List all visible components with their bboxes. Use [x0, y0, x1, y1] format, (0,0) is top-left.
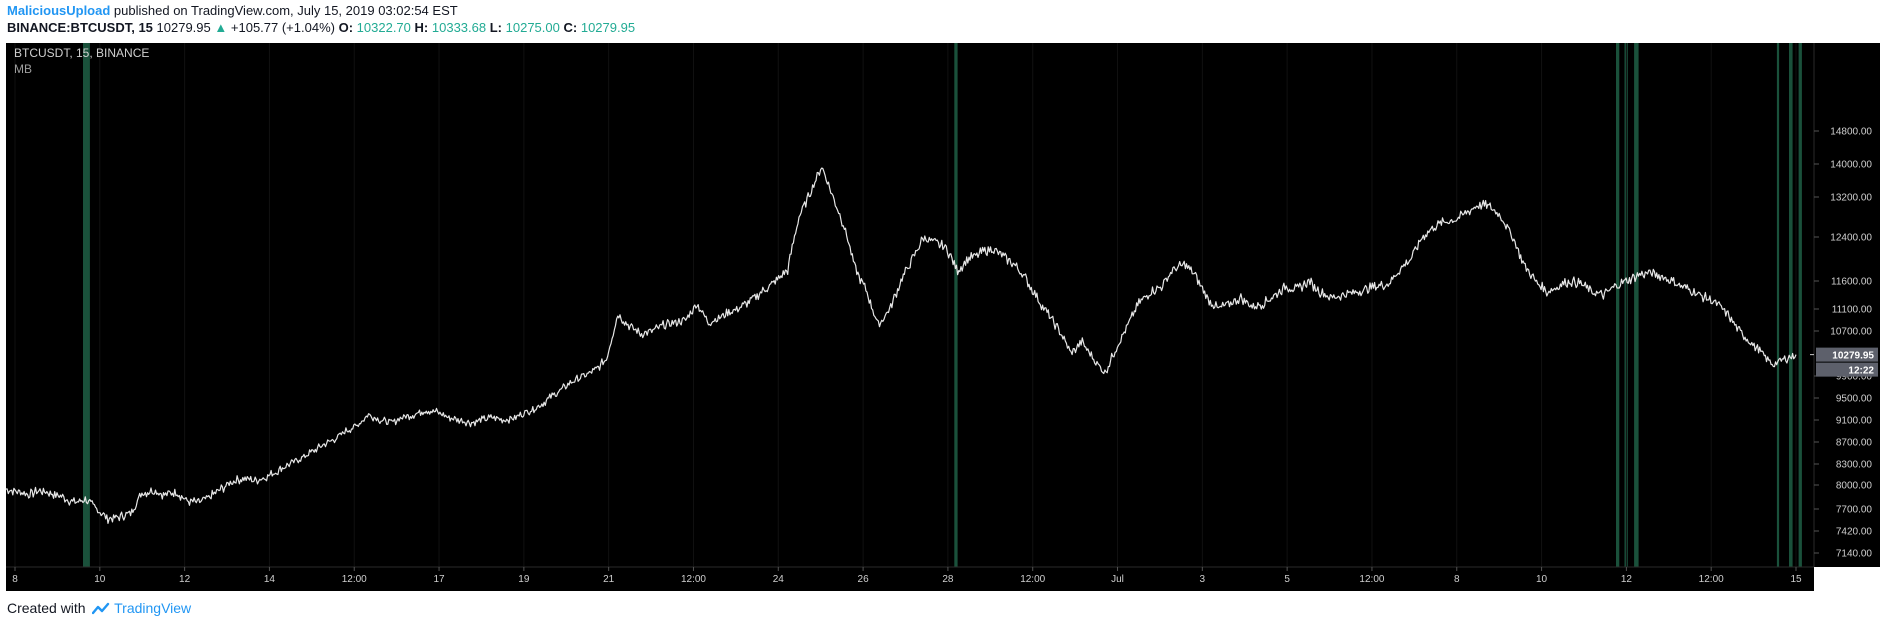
- x-tick-label: 12:00: [342, 574, 367, 585]
- y-tick-label: 9900.00: [1836, 372, 1873, 383]
- x-tick-label: 21: [603, 574, 615, 585]
- plot-area[interactable]: [6, 43, 1814, 567]
- x-tick-label: 26: [858, 574, 870, 585]
- open-label: O:: [338, 20, 354, 35]
- x-tick-label: 12:00: [1699, 574, 1724, 585]
- price-series-line: [6, 167, 1797, 524]
- y-tick-label: 13200.00: [1830, 193, 1872, 204]
- signal-band-2: [1616, 43, 1620, 567]
- created-with-text: Created with: [7, 600, 86, 616]
- x-tick-label: 8: [12, 574, 18, 585]
- chart-symbol-title: BTCUSDT, 15, BINANCE: [14, 46, 149, 60]
- signal-band-4: [1634, 43, 1639, 567]
- publish-info: MaliciousUpload published on TradingView…: [7, 3, 458, 18]
- indicator-label: MB: [14, 62, 32, 76]
- x-tick-label: 28: [942, 574, 954, 585]
- y-tick-label: 8300.00: [1836, 460, 1873, 471]
- close-label: C:: [563, 20, 578, 35]
- x-tick-label: 12:00: [1020, 574, 1045, 585]
- high-value: 10333.68: [431, 20, 487, 35]
- open-value: 10322.70: [356, 20, 411, 35]
- signal-band-7: [1798, 43, 1802, 567]
- y-tick-label: 8700.00: [1836, 438, 1873, 449]
- last-price-badge-label: 10279.95: [1832, 351, 1874, 362]
- x-tick-label: 12: [179, 574, 191, 585]
- ohlc-legend: BINANCE:BTCUSDT, 15 10279.95 ▲ +105.77 (…: [7, 20, 635, 35]
- symbol-label: BINANCE:BTCUSDT, 15: [7, 20, 153, 35]
- published-text: published on TradingView.com, July 15, 2…: [113, 3, 458, 18]
- x-tick-label: 5: [1284, 574, 1290, 585]
- y-tick-label: 7700.00: [1836, 505, 1873, 516]
- x-tick-label: 12: [1621, 574, 1633, 585]
- x-tick-label: 12:00: [681, 574, 706, 585]
- close-value: 10279.95: [580, 20, 636, 35]
- y-tick-label: 9500.00: [1836, 394, 1873, 405]
- countdown-badge-label: 12:22: [1848, 366, 1874, 377]
- last-price: 10279.95: [156, 20, 211, 35]
- y-tick-label: 12400.00: [1830, 233, 1872, 244]
- price-chart[interactable]: 7140.00 7420.00 7700.00 8000.00 8300.00 8700.…: [6, 43, 1880, 591]
- low-value: 10275.00: [505, 20, 560, 35]
- y-tick-label: 14000.00: [1830, 160, 1872, 171]
- signal-band-6: [1789, 43, 1793, 567]
- x-tick-label: 19: [518, 574, 530, 585]
- high-label: H:: [414, 20, 429, 35]
- low-label: L:: [489, 20, 503, 35]
- x-tick-label: 17: [433, 574, 445, 585]
- tradingview-link[interactable]: TradingView: [114, 600, 192, 616]
- x-tick-label: 10: [94, 574, 106, 585]
- x-tick-label: 14: [264, 574, 276, 585]
- y-tick-label: 7140.00: [1836, 549, 1873, 560]
- x-tick-label: 3: [1200, 574, 1206, 585]
- x-tick-label: 8: [1454, 574, 1460, 585]
- y-tick-label: 8000.00: [1836, 481, 1873, 492]
- x-tick-label: 10: [1536, 574, 1548, 585]
- up-arrow-icon: ▲: [214, 20, 228, 35]
- author-link[interactable]: MaliciousUpload: [7, 3, 111, 18]
- countdown-badge: [1816, 362, 1878, 377]
- y-tick-label: 11600.00: [1831, 277, 1872, 288]
- price-change: +105.77 (+1.04%): [230, 20, 335, 35]
- signal-band-0: [83, 43, 90, 567]
- x-tick-label: 15: [1790, 574, 1802, 585]
- chart-container[interactable]: 7140.00 7420.00 7700.00 8000.00 8300.00 8700.…: [6, 43, 1880, 591]
- x-tick-label: Jul: [1111, 574, 1124, 585]
- y-tick-label: 7420.00: [1836, 527, 1873, 538]
- footer-credit: Created with TradingView: [7, 600, 191, 616]
- price-scale[interactable]: [1814, 43, 1880, 567]
- time-scale[interactable]: [6, 567, 1814, 591]
- y-tick-label: 10700.00: [1830, 327, 1872, 338]
- y-tick-label: 11100.00: [1832, 305, 1873, 316]
- y-tick-label: 9100.00: [1836, 416, 1873, 427]
- x-tick-label: 12:00: [1359, 574, 1384, 585]
- x-tick-label: 24: [773, 574, 785, 585]
- last-price-badge: [1816, 347, 1878, 362]
- tradingview-logo-icon: [92, 602, 110, 616]
- signal-band-5: [1776, 43, 1780, 567]
- y-tick-label: 14800.00: [1830, 127, 1872, 138]
- signal-band-1: [954, 43, 958, 567]
